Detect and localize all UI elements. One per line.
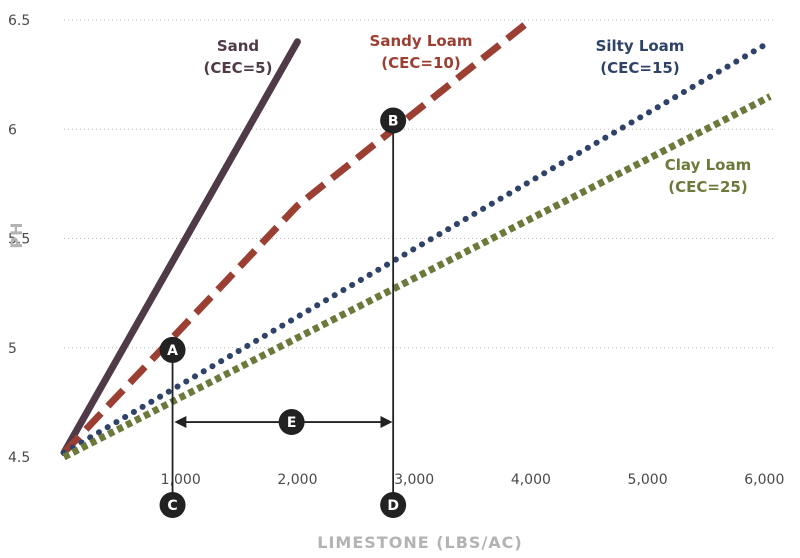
x-axis-title: LIMESTONE (LBS/AC) — [317, 533, 522, 552]
marker-a-label: A — [167, 343, 178, 359]
annotations: A B C D E — [159, 107, 407, 518]
x-tick-label: 1,000 — [161, 472, 201, 488]
series-line — [61, 17, 534, 456]
series-label-name: Silty Loam — [596, 37, 685, 55]
x-tick-label: 4,000 — [511, 472, 551, 488]
marker-b-label: B — [388, 114, 399, 130]
marker-e-label: E — [287, 415, 297, 431]
x-axis-ticks: 1,000 2,000 3,000 4,000 5,000 6,000 — [161, 472, 785, 488]
y-tick-label: 5.5 — [8, 232, 30, 248]
series-label-cec: (CEC=5) — [204, 59, 273, 77]
x-tick-label: 6,000 — [744, 472, 784, 488]
series-label-name: Clay Loam — [665, 156, 751, 174]
series-label-cec: (CEC=10) — [381, 54, 460, 72]
series-label-name: Sandy Loam — [370, 32, 473, 50]
series-label-name: Sand — [217, 37, 259, 55]
series-lines — [60, 17, 774, 461]
marker-d-circle — [380, 492, 407, 518]
arrowhead-left — [174, 416, 187, 429]
y-tick-label: 6.5 — [8, 13, 30, 29]
marker-b-circle — [380, 107, 407, 134]
series-line — [60, 38, 301, 457]
y-axis-title: PH — [7, 221, 26, 248]
series-line — [62, 93, 772, 461]
series-label-cec: (CEC=15) — [600, 59, 679, 77]
marker-d-label: D — [387, 498, 399, 514]
marker-a-circle — [159, 336, 186, 363]
series-labels: Sand (CEC=5) Sandy Loam (CEC=10) Silty Loam (… — [204, 32, 752, 196]
x-tick-label: 2,000 — [277, 472, 317, 488]
y-tick-label: 5 — [8, 341, 17, 357]
y-tick-label: 6 — [8, 122, 17, 138]
y-tick-label: 4.5 — [8, 450, 30, 466]
grid — [64, 19, 776, 349]
marker-c-label: C — [167, 498, 177, 514]
series-label-cec: (CEC=25) — [668, 178, 747, 196]
arrowhead-right — [380, 416, 393, 429]
marker-e-circle — [278, 409, 305, 436]
series-line — [61, 38, 774, 456]
marker-c-circle — [159, 492, 186, 518]
x-tick-label: 5,000 — [628, 472, 668, 488]
x-tick-label: 3,000 — [394, 472, 434, 488]
y-axis-ticks: 4.5 5 5.5 6 6.5 — [8, 13, 30, 466]
